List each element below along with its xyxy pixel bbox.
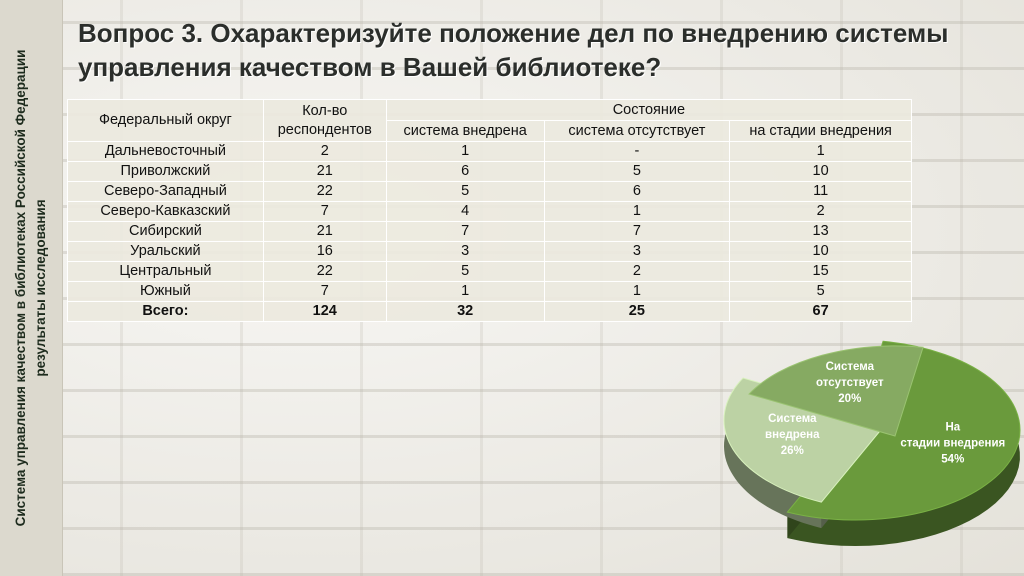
table-row: Приволжский 21 6 5 10 bbox=[67, 161, 912, 182]
table-row: Центральный 22 5 2 15 bbox=[67, 261, 912, 282]
total-respondents: 124 bbox=[262, 301, 387, 322]
cell-district: Сибирский bbox=[67, 221, 264, 242]
pie-slice-absent bbox=[748, 345, 924, 437]
total-implemented: 32 bbox=[385, 301, 545, 322]
cell-district: Дальневосточный bbox=[67, 141, 264, 162]
table-row: Северо-Кавказский 7 4 1 2 bbox=[67, 201, 912, 222]
slide-title: Вопрос 3. Охарактеризуйте положение дел … bbox=[78, 16, 998, 84]
cell-respondents: 21 bbox=[262, 221, 387, 242]
header-absent: система отсутствует bbox=[543, 120, 731, 142]
header-respondents: Кол-во респондентов bbox=[262, 99, 387, 142]
cell-respondents: 21 bbox=[262, 161, 387, 182]
total-absent: 25 bbox=[543, 301, 731, 322]
total-in-progress: 67 bbox=[729, 301, 912, 322]
survey-table: Федеральный округ Кол-во респондентов Со… bbox=[67, 99, 913, 322]
table-row: Уральский 16 3 3 10 bbox=[67, 241, 912, 262]
table-row: Сибирский 21 7 7 13 bbox=[67, 221, 912, 242]
pie-slice-in-progress-label: На стадии внедрения 54% bbox=[900, 421, 1005, 465]
cell-respondents: 22 bbox=[262, 261, 387, 282]
slide-title-line1: Вопрос 3. Охарактеризуйте положение дел … bbox=[78, 18, 949, 48]
table-row: Дальневосточный 2 1 - 1 bbox=[67, 141, 912, 162]
header-district: Федеральный округ bbox=[67, 99, 264, 142]
table-row: Южный 7 1 1 5 bbox=[67, 281, 912, 302]
pie-slice-implemented-label: Система внедрена 26% bbox=[765, 413, 820, 457]
pie-slice-in-progress bbox=[786, 340, 1021, 521]
cell-district: Приволжский bbox=[67, 161, 264, 182]
header-implemented: система внедрена bbox=[385, 120, 545, 142]
sidebar: Система управления качеством в библиотек… bbox=[0, 0, 63, 576]
table-header-row: Федеральный округ Кол-во респондентов Со… bbox=[67, 99, 913, 142]
slide-title-line2: управления качеством в Вашей библиотеке? bbox=[78, 52, 662, 82]
total-label: Всего: bbox=[67, 301, 264, 322]
cell-implemented: 7 bbox=[385, 221, 545, 242]
cell-district: Северо-Западный bbox=[67, 181, 264, 202]
table-total-row: Всего: 124 32 25 67 bbox=[67, 301, 912, 322]
pie-slice-absent-label: Система отсутствует 20% bbox=[816, 361, 884, 405]
